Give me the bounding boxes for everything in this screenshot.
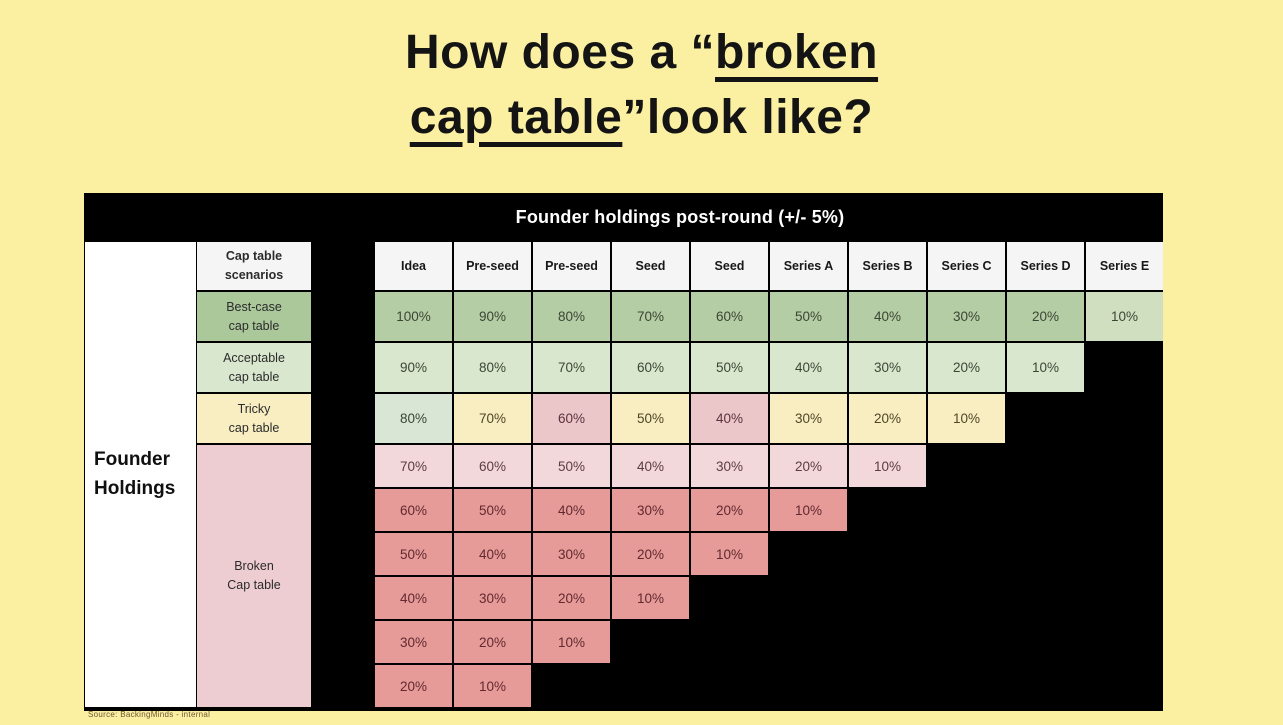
source-note: Source: BackingMinds - internal xyxy=(88,710,211,719)
heatmap-cell: 10% xyxy=(612,577,689,619)
heatmap-cell: 30% xyxy=(375,621,452,663)
heatmap-cell: 70% xyxy=(533,343,610,392)
heatmap-cell: 50% xyxy=(770,292,847,341)
column-header-idea: Idea xyxy=(375,242,452,290)
heatmap-cell: 20% xyxy=(928,343,1005,392)
column-header-seed: Seed xyxy=(612,242,689,290)
heatmap-cell: 40% xyxy=(691,394,768,443)
heatmap-cell: 70% xyxy=(454,394,531,443)
scenario-label-best-case-cap-table: Best-case cap table xyxy=(197,292,311,341)
column-header-series-c: Series C xyxy=(928,242,1005,290)
row-axis-label-line2: Holdings xyxy=(94,477,176,499)
heatmap-cell: 90% xyxy=(454,292,531,341)
heatmap-cell: 40% xyxy=(770,343,847,392)
heatmap-cell: 50% xyxy=(691,343,768,392)
heatmap-cell: 20% xyxy=(612,533,689,575)
heatmap-cell: 10% xyxy=(770,489,847,531)
heatmap-cell: 30% xyxy=(849,343,926,392)
heatmap-cell: 50% xyxy=(454,489,531,531)
cap-table-heatmap: Founder holdings post-round (+/- 5%) Fou… xyxy=(84,193,1163,711)
heatmap-cell: 60% xyxy=(454,445,531,487)
heatmap-cell: 20% xyxy=(1007,292,1084,341)
heatmap-cell: 10% xyxy=(691,533,768,575)
heatmap-cell: 50% xyxy=(533,445,610,487)
heatmap-cell: 60% xyxy=(533,394,610,443)
heatmap-cell: 40% xyxy=(375,577,452,619)
heatmap-cell: 40% xyxy=(533,489,610,531)
heatmap-cell: 30% xyxy=(454,577,531,619)
column-header-pre-seed: Pre-seed xyxy=(454,242,531,290)
title-line-2: cap table”look like? xyxy=(0,85,1283,150)
heatmap-cell: 80% xyxy=(375,394,452,443)
table-body: Founder Holdings Cap table scenarios Idea P… xyxy=(84,242,1163,707)
heatmap-cell: 30% xyxy=(770,394,847,443)
title-underlined-broken: broken xyxy=(715,26,879,79)
title-text-suffix: ”look like? xyxy=(622,91,874,145)
column-header-seed: Seed xyxy=(691,242,768,290)
heatmap-cell: 40% xyxy=(612,445,689,487)
heatmap-cell: 50% xyxy=(612,394,689,443)
heatmap-cell: 40% xyxy=(849,292,926,341)
heatmap-cell: 30% xyxy=(533,533,610,575)
row-axis-label-line1: Founder xyxy=(94,449,170,470)
heatmap-cell: 30% xyxy=(691,445,768,487)
scenario-label-acceptable-cap-table: Acceptable cap table xyxy=(197,343,311,392)
heatmap-cell: 20% xyxy=(454,621,531,663)
column-header-series-e: Series E xyxy=(1086,242,1163,290)
heatmap-cell: 70% xyxy=(612,292,689,341)
row-axis-label: Founder Holdings xyxy=(85,242,196,707)
heatmap-cell: 10% xyxy=(849,445,926,487)
heatmap-cell: 50% xyxy=(375,533,452,575)
column-header-series-a: Series A xyxy=(770,242,847,290)
heatmap-cell: 90% xyxy=(375,343,452,392)
title-text-prefix: How does a “ xyxy=(404,26,716,79)
heatmap-cell: 20% xyxy=(375,665,452,707)
heatmap-cell: 10% xyxy=(454,665,531,707)
heatmap-cell: 10% xyxy=(533,621,610,663)
page-title: How does a “broken cap table”look like? xyxy=(0,20,1283,151)
title-underlined-cap-table: cap table xyxy=(409,91,623,145)
heatmap-cell: 10% xyxy=(1086,292,1163,341)
scenario-label-broken-cap-table: Broken Cap table xyxy=(197,445,311,707)
heatmap-grid: Cap table scenarios Idea Pre-seed Pre-seed Se… xyxy=(197,242,1163,707)
scenario-column-header: Cap table scenarios xyxy=(197,242,311,290)
heatmap-cell: 70% xyxy=(375,445,452,487)
table-banner: Founder holdings post-round (+/- 5%) xyxy=(515,207,845,227)
heatmap-cell: 20% xyxy=(849,394,926,443)
column-header-pre-seed: Pre-seed xyxy=(533,242,610,290)
heatmap-cell: 80% xyxy=(454,343,531,392)
heatmap-cell: 10% xyxy=(928,394,1005,443)
heatmap-cell: 60% xyxy=(691,292,768,341)
heatmap-cell: 10% xyxy=(1007,343,1084,392)
title-line-1: How does a “broken xyxy=(0,20,1283,85)
column-header-series-b: Series B xyxy=(849,242,926,290)
heatmap-cell: 30% xyxy=(612,489,689,531)
column-header-series-d: Series D xyxy=(1007,242,1084,290)
heatmap-cell: 40% xyxy=(454,533,531,575)
heatmap-cell: 60% xyxy=(375,489,452,531)
heatmap-cell: 20% xyxy=(533,577,610,619)
heatmap-cell: 60% xyxy=(612,343,689,392)
scenario-label-tricky-cap-table: Tricky cap table xyxy=(197,394,311,443)
heatmap-cell: 80% xyxy=(533,292,610,341)
heatmap-cell: 30% xyxy=(928,292,1005,341)
heatmap-cell: 20% xyxy=(691,489,768,531)
heatmap-cell: 20% xyxy=(770,445,847,487)
heatmap-cell: 100% xyxy=(375,292,452,341)
